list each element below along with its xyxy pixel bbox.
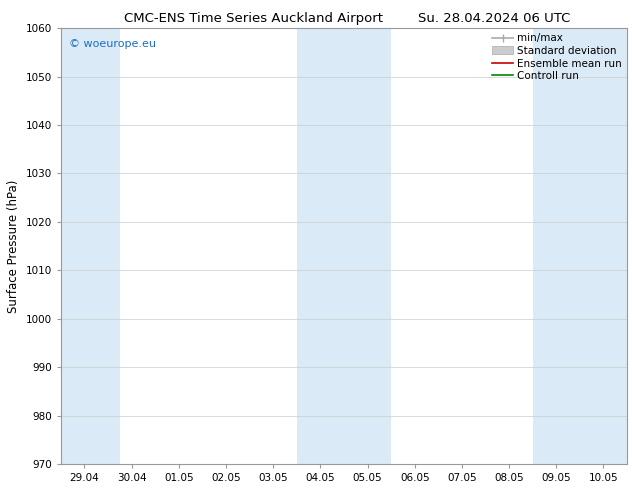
Y-axis label: Surface Pressure (hPa): Surface Pressure (hPa): [7, 179, 20, 313]
Bar: [297, 28, 391, 464]
Text: © woeurope.eu: © woeurope.eu: [69, 39, 156, 49]
Text: Su. 28.04.2024 06 UTC: Su. 28.04.2024 06 UTC: [418, 12, 571, 25]
Bar: [533, 28, 627, 464]
Text: CMC-ENS Time Series Auckland Airport: CMC-ENS Time Series Auckland Airport: [124, 12, 383, 25]
Bar: [61, 28, 120, 464]
Legend: min/max, Standard deviation, Ensemble mean run, Controll run: min/max, Standard deviation, Ensemble me…: [490, 31, 624, 83]
